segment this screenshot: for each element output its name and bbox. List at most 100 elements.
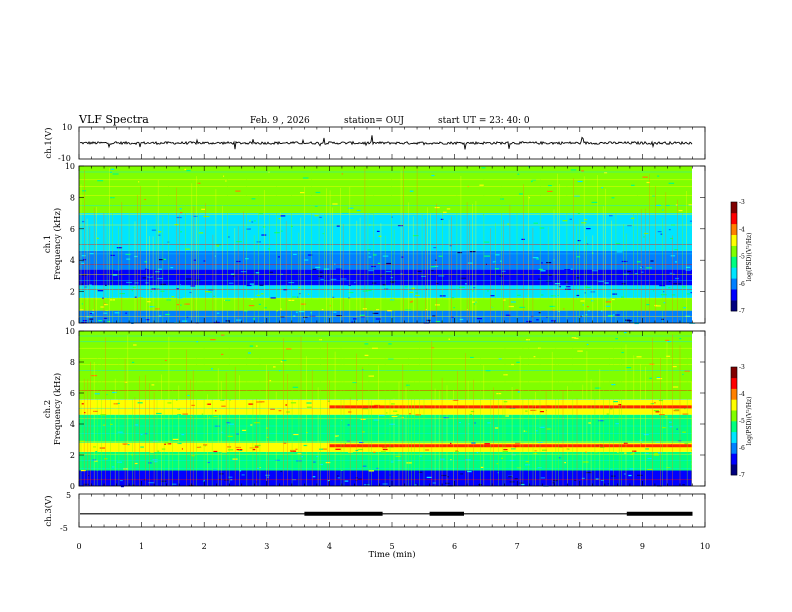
ch2-spectrogram-speckle (155, 446, 158, 448)
ch1-spectrogram-speckle (144, 198, 146, 201)
ch2-spectrogram-speckle (79, 440, 85, 442)
ch1-spectrogram-speckle (674, 264, 680, 266)
ch1-spectrogram-speckle (570, 169, 577, 171)
ch1-spectrogram-speckle (435, 282, 439, 285)
ch2-spectrogram-speckle (95, 412, 97, 414)
ch1-spectrogram-speckle (586, 243, 589, 245)
ch1-spectrogram-speckle (592, 270, 598, 272)
ch1-spectrogram-speckle (494, 268, 499, 270)
ch2-spectrogram-speckle (165, 345, 168, 347)
ch1-spectrogram-speckle (373, 254, 377, 256)
ch1-spectrogram-speckle (307, 293, 310, 295)
ch2-spectrogram-speckle (460, 473, 464, 475)
ch1-spectrogram-speckle (184, 168, 187, 170)
ch1-spectrogram-speckle (150, 291, 152, 293)
ch2-spectrogram-speckle (232, 380, 236, 382)
ch1-spec-ytick-label: 4 (70, 256, 75, 265)
ch1-spectrogram-speckle (586, 228, 591, 230)
ch1-colorbar-color-step (731, 234, 737, 246)
ch2-spectrogram-speckle (164, 442, 170, 444)
ch2-spectrogram-speckle (470, 356, 474, 359)
ch1-spectrogram-speckle (675, 261, 677, 263)
ch1-spectrogram-speckle (467, 262, 473, 264)
ch2-spectrogram-speckle (669, 421, 672, 423)
ch1-spectrogram-speckle (650, 292, 653, 294)
ch2-colorbar-color-step (731, 442, 737, 454)
ch2-spectrogram-speckle (378, 423, 382, 425)
ch2-spectrogram-speckle (684, 443, 689, 445)
ch2-spectrogram-speckle (613, 401, 618, 403)
ch2-spectrogram-speckle (88, 475, 90, 477)
ch1-spectrogram-speckle (653, 290, 655, 292)
ch1-spectrogram-speckle (611, 197, 615, 199)
ch1-spectrogram-speckle (291, 298, 293, 300)
ch1-spectrogram-speckle (218, 306, 222, 308)
ch2-spectrogram-speckle (341, 419, 343, 421)
ch2-spectrogram-speckle (637, 474, 643, 476)
ch1-spectrogram-speckle (184, 303, 190, 305)
ch2-spectrogram-speckle (585, 472, 592, 474)
ch2-spectrogram-speckle (255, 345, 258, 347)
ch2-spectrogram-speckle (280, 470, 283, 473)
ch2-spectrogram-speckle (344, 443, 346, 445)
ch2-spectrogram-speckle (353, 471, 358, 473)
ch1-spectrogram-speckle (107, 321, 110, 323)
ch1-spectrogram-speckle (302, 177, 309, 179)
ch2-colorbar-color-step (731, 367, 737, 379)
ch2-spectrogram-speckle (267, 476, 269, 478)
ch1-spectrogram-speckle (487, 290, 489, 292)
ch2-spectrogram-speckle (359, 441, 364, 444)
ch2-spectrogram-band-3 (79, 414, 692, 443)
ch2-spectrogram-speckle (682, 431, 686, 433)
ch1-spectrogram-speckle (81, 303, 83, 305)
ch2-spec-ytick-label: 8 (70, 358, 75, 367)
ch1-spectrogram-speckle (251, 198, 256, 200)
ch1-spectrogram-speckle (669, 272, 673, 274)
ch1-spectrogram-speckle (603, 175, 610, 177)
ch2-spectrogram-speckle (571, 337, 576, 339)
ch1-spectrogram-speckle (532, 257, 539, 259)
ch2-spectrogram-speckle (525, 461, 529, 463)
ch2-spectrogram-speckle (515, 389, 519, 391)
ch2-spectrogram-speckle (295, 448, 298, 450)
ch1-spectrogram-speckle (112, 173, 119, 175)
ch2-spectrogram-speckle (103, 456, 109, 458)
ch1-spectrogram-speckle (97, 180, 104, 182)
ch2-spectrogram-speckle (518, 482, 524, 484)
ch2-spectrogram-speckle (335, 448, 341, 450)
ch1-spectrogram-speckle (319, 271, 323, 273)
ch1-spectrogram-speckle (540, 270, 546, 272)
ch2-spectrogram-speckle (354, 449, 357, 452)
ch1-spectrogram-speckle (157, 234, 161, 236)
ch2-spectrogram-speckle (508, 476, 513, 478)
ch1-spectrogram-speckle (249, 220, 251, 222)
ch2-spectrogram-speckle (84, 412, 86, 414)
ch2-spectrogram-speckle (259, 401, 265, 403)
ch2-spectrogram-speckle (437, 410, 439, 412)
ch2-spectrogram-speckle (477, 457, 479, 459)
ch1-spectrogram-speckle (435, 320, 441, 323)
ch1-spectrogram-speckle (604, 282, 609, 284)
ch2-spectrogram-speckle (487, 422, 491, 424)
ch2-colorbar-tick-labels: -3 -4 -5 -6 -7 (739, 364, 745, 479)
ch1-spectrogram-speckle (657, 231, 662, 233)
ch1-spectrogram-speckle (646, 304, 650, 306)
ch2-spectrogram-speckle (396, 414, 400, 416)
ch1-spectrogram-speckle (537, 315, 542, 317)
ch1-spectrogram-speckle (449, 245, 452, 247)
ch2-spectrogram-speckle (203, 444, 208, 446)
ch1-spectrogram-speckle (368, 293, 374, 295)
ch1-spectrogram-speckle (667, 296, 673, 298)
ch2-spectrogram-speckle (629, 468, 634, 470)
ch1-spectrogram-speckle (144, 185, 151, 187)
ch1-spectrogram-speckle (637, 257, 642, 259)
ch1-spectrogram-speckle (610, 318, 614, 321)
ch1-spectrogram-ticks (78, 166, 706, 323)
ch1-spectrogram-speckle (158, 231, 162, 233)
ch1-spectrogram-speckle (440, 218, 444, 220)
ch2-spectrogram-speckle (666, 355, 671, 357)
ch2-spectrogram-ticks (78, 331, 706, 486)
ch1-spectrogram-speckle (621, 260, 628, 263)
ch1-spectrogram-speckle (385, 270, 392, 273)
ch1-spectrogram-speckle (235, 190, 241, 192)
